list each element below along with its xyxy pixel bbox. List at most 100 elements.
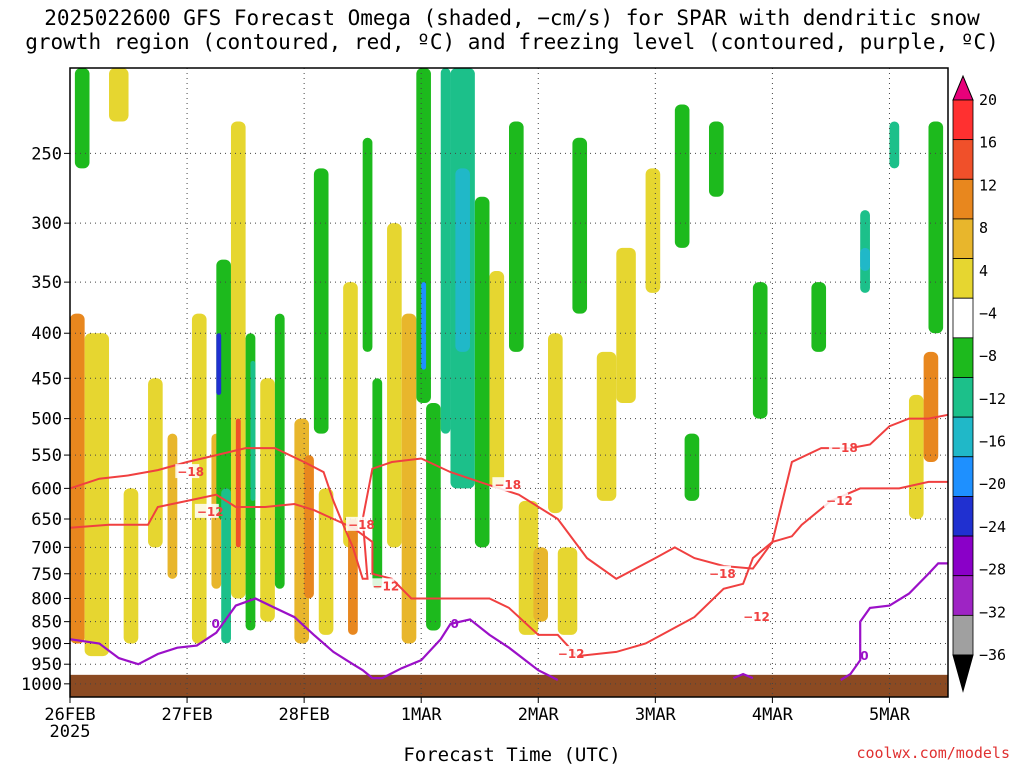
x-tick-label-1MAR: 1MAR xyxy=(401,705,443,725)
y-tick-label-650: 650 xyxy=(31,510,62,530)
y-tick-label-1000: 1000 xyxy=(21,675,62,695)
omega-cell-30 xyxy=(421,282,427,370)
x-tick-label-3MAR: 3MAR xyxy=(635,705,677,725)
omega-cell-27 xyxy=(387,223,402,548)
colorbar-label-0: 20 xyxy=(979,91,997,109)
colorbar-segment-2 xyxy=(952,178,974,220)
omega-cell-14 xyxy=(235,418,241,548)
plot-frame xyxy=(69,67,949,698)
omega-cell-40 xyxy=(548,333,563,514)
omega-cell-29 xyxy=(416,68,431,403)
y-tick-label-550: 550 xyxy=(31,446,62,466)
freezing-level-label-1: 0 xyxy=(450,617,458,631)
ground-surface xyxy=(70,674,948,697)
dgz-contour-label-5: −12 xyxy=(558,647,585,661)
colorbar-label-1: 16 xyxy=(979,134,997,152)
freezing-level-label-2: 0 xyxy=(860,649,868,663)
y-tick-label-450: 450 xyxy=(31,369,62,389)
dgz-label-bg-8 xyxy=(828,440,853,455)
x-tick-label-26FEB: 26FEB xyxy=(44,705,95,725)
dgz-label-bg-4 xyxy=(492,477,517,492)
omega-cell-36 xyxy=(489,271,505,489)
omega-cell-13 xyxy=(230,121,246,599)
chart-title-line-2: growth region (contoured, red, ºC) and f… xyxy=(25,30,999,54)
dgz-contour-label-1: −12 xyxy=(197,505,224,519)
omega-cell-4 xyxy=(109,68,129,122)
y-tick-label-950: 950 xyxy=(31,655,62,675)
omega-cell-50 xyxy=(811,282,827,352)
colorbar-segment-13 xyxy=(952,614,974,656)
colorbar-label-7: −12 xyxy=(979,390,1006,408)
y-tick-label-350: 350 xyxy=(31,273,62,293)
omega-cell-16 xyxy=(250,360,256,501)
dgz-contour-label-9: −12 xyxy=(826,494,853,508)
colorbar: 20 16 12 8 4 −4 −8 −12 −16 −20 −24 −28 −32 −36 xyxy=(952,74,1006,693)
axes: 2503003504004505005506006507007508008509… xyxy=(21,67,949,742)
dgz-contour-label-6: −18 xyxy=(709,567,736,581)
colorbar-label-12: −32 xyxy=(979,603,1006,621)
omega-cell-56 xyxy=(928,121,944,334)
dgz-contour-label-8: −18 xyxy=(831,441,858,455)
x-tick-label-5MAR: 5MAR xyxy=(869,705,911,725)
omega-cell-46 xyxy=(674,104,690,248)
omega-cell-43 xyxy=(596,351,617,501)
ground-layer xyxy=(70,674,948,697)
y-tick-label-750: 750 xyxy=(31,565,62,585)
dgz-contour-label-3: −12 xyxy=(372,579,399,593)
colorbar-segment-8 xyxy=(952,416,974,458)
colorbar-bottom-arrow xyxy=(952,654,974,693)
omega-cell-39 xyxy=(533,547,549,622)
dgz-label-bg-6 xyxy=(706,565,731,580)
credit-link[interactable]: coolwx.com/models xyxy=(856,744,1010,762)
omega-cell-28 xyxy=(401,313,417,644)
omega-cell-32 xyxy=(440,68,451,434)
omega-cell-53 xyxy=(889,121,900,169)
x-tick-label-27FEB: 27FEB xyxy=(161,705,212,725)
colorbar-segment-4 xyxy=(952,258,974,299)
omega-cell-47 xyxy=(684,433,700,501)
y-tick-label-600: 600 xyxy=(31,479,62,499)
dgz-contour-0 xyxy=(69,413,949,580)
omega-cell-8 xyxy=(191,313,207,644)
omega-cell-17 xyxy=(260,378,275,622)
colorbar-segment-1 xyxy=(952,139,974,180)
omega-cell-25 xyxy=(362,137,373,352)
y-tick-label-500: 500 xyxy=(31,410,62,430)
omega-cell-5 xyxy=(123,488,139,644)
dgz-label-bg-5 xyxy=(555,646,580,661)
colorbar-label-6: −8 xyxy=(979,347,997,365)
dgz-label-bg-1 xyxy=(194,503,219,518)
contours: −18 −12 −18 −12 −18 −12 −18 −12 −18 −12 0 0 0 xyxy=(69,413,949,681)
chart-title: 2025022600 GFS Forecast Omega (shaded, −… xyxy=(0,6,1024,54)
dgz-label-bg-3 xyxy=(370,578,395,593)
y-tick-label-800: 800 xyxy=(31,589,62,609)
x-tick-label-4MAR: 4MAR xyxy=(752,705,794,725)
freezing-level-contour-0 xyxy=(69,597,559,681)
dgz-contour-label-4: −18 xyxy=(494,478,521,492)
colorbar-label-9: −20 xyxy=(979,475,1006,493)
omega-cell-31 xyxy=(426,402,441,631)
freezing-level-contour-2 xyxy=(840,562,948,681)
omega-cell-7 xyxy=(167,433,178,579)
omega-cell-45 xyxy=(645,168,661,293)
omega-cell-44 xyxy=(616,247,636,403)
omega-cell-24 xyxy=(348,519,358,635)
omega-cell-2 xyxy=(84,333,110,657)
y-tick-label-900: 900 xyxy=(31,635,62,655)
y-tick-label-250: 250 xyxy=(31,144,62,164)
omega-cell-6 xyxy=(148,378,163,548)
x-tick-label-28FEB: 28FEB xyxy=(279,705,330,725)
omega-cell-1 xyxy=(70,313,85,644)
omega-cell-20 xyxy=(304,455,314,599)
colorbar-label-2: 12 xyxy=(979,176,997,194)
omega-cell-52 xyxy=(860,247,870,272)
dgz-label-bg-2 xyxy=(346,516,371,531)
omega-cell-55 xyxy=(923,351,939,462)
dgz-contour-label-7: −12 xyxy=(743,610,770,624)
dgz-label-bg-9 xyxy=(824,492,849,507)
omega-cell-11 xyxy=(216,333,222,395)
colorbar-segment-7 xyxy=(952,377,974,418)
chart-title-line-1: 2025022600 GFS Forecast Omega (shaded, −… xyxy=(44,6,980,30)
omega-cell-48 xyxy=(708,121,724,197)
colorbar-label-5: −4 xyxy=(979,304,997,322)
